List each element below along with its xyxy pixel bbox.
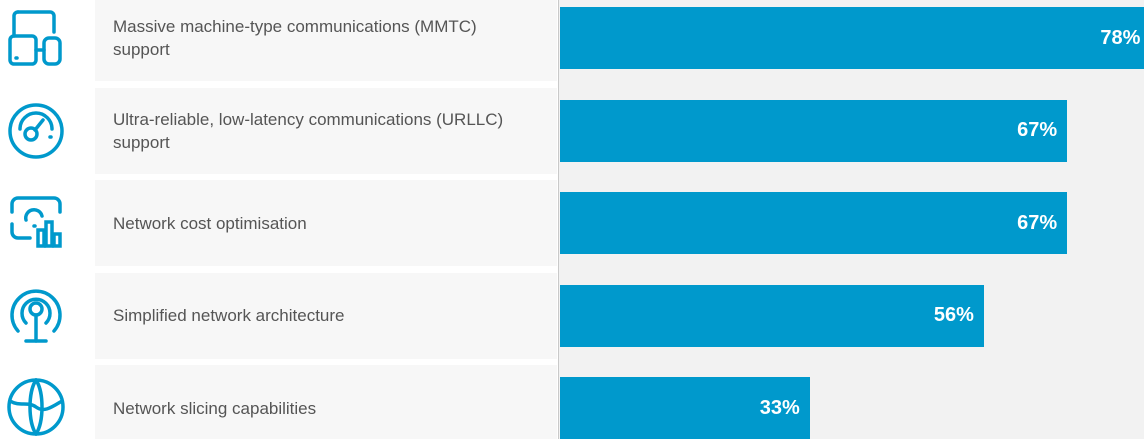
label-cell: Ultra-reliable, low-latency communicatio… [95,87,557,174]
label-cell: Network cost optimisation [95,180,557,266]
bar: 67% [560,99,1068,162]
antenna-icon [10,289,62,343]
category-label: Network slicing capabilities [113,398,317,418]
value-label: 67% [1017,119,1058,141]
label-cell: Network slicing capabilities [95,365,557,439]
bar: 33% [560,377,810,439]
category-label: Simplified network architecture [113,306,345,325]
bar: 56% [560,284,984,347]
value-label: 78% [1100,26,1141,49]
category-label: Massive machine-type communications (MMT… [113,17,477,59]
category-label: Network cost optimisation [113,213,307,233]
value-label: 56% [933,304,974,326]
value-label: 67% [1017,211,1058,234]
separator [558,0,559,439]
gauge-icon [8,103,64,159]
cost-icon [10,196,62,248]
bar: 78% [560,7,1144,69]
globe-icon [7,378,65,436]
bar: 67% [560,192,1068,254]
label-cell: Simplified network architecture [95,272,557,359]
label-cell: Massive machine-type communications (MMT… [95,0,557,81]
value-label: 33% [759,396,800,419]
category-label: Ultra-reliable, low-latency communicatio… [113,109,504,152]
devices-icon [8,10,62,66]
